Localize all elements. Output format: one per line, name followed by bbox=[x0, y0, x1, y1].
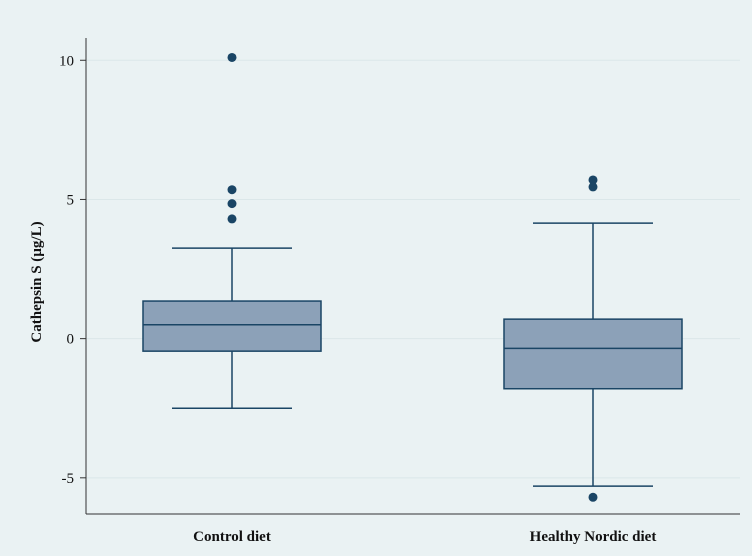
iqr-box bbox=[142, 300, 322, 352]
plot-area: -5 0 5 10 Control diet Healthy Nordic diet bbox=[59, 38, 740, 545]
outlier-point bbox=[588, 182, 598, 192]
y-axis-title: Cathepsin S (µg/L) bbox=[29, 221, 45, 342]
y-tick-label: 10 bbox=[59, 53, 74, 69]
outlier-point bbox=[227, 214, 237, 224]
y-tick-label: -5 bbox=[62, 471, 75, 487]
outlier-point bbox=[227, 52, 237, 62]
y-tick-label: 0 bbox=[67, 332, 75, 348]
outlier-point bbox=[227, 199, 237, 209]
x-category-label: Healthy Nordic diet bbox=[530, 529, 657, 545]
outlier-point bbox=[588, 492, 598, 502]
iqr-box bbox=[503, 318, 683, 390]
outlier-point bbox=[588, 175, 598, 185]
outlier-point bbox=[227, 185, 237, 195]
y-tick-label: 5 bbox=[67, 192, 75, 208]
plot-background bbox=[86, 38, 740, 514]
x-category-label: Control diet bbox=[193, 529, 271, 545]
